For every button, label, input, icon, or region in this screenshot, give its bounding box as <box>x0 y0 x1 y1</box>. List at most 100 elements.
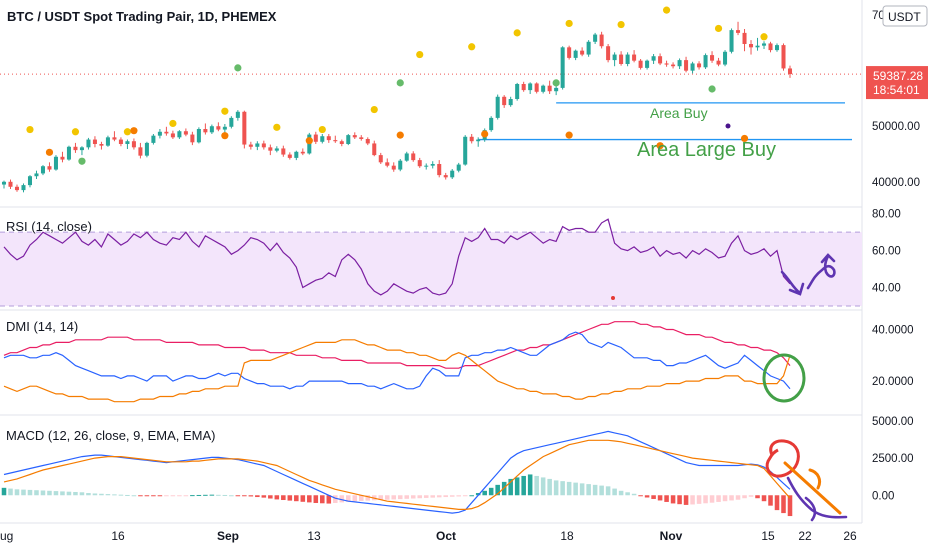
candle-body <box>255 143 260 147</box>
candle-body <box>787 68 793 75</box>
macd-bar <box>209 494 215 496</box>
macd-bar <box>618 490 624 496</box>
candle-body <box>138 147 143 156</box>
macd-bar <box>729 495 734 501</box>
time-tick-label[interactable]: ug <box>0 529 13 543</box>
candle-body <box>638 60 643 68</box>
macd-bar <box>190 495 195 497</box>
time-tick-label[interactable]: Sep <box>217 529 239 543</box>
dmi-pane-title: DMI (14, 14) <box>6 319 78 334</box>
candle-body <box>515 84 520 99</box>
time-tick-label[interactable]: 22 <box>798 529 812 543</box>
macd-bar <box>352 495 358 502</box>
candle-body <box>242 111 247 145</box>
macd-bar <box>436 495 442 498</box>
time-tick-label[interactable]: Nov <box>660 529 683 543</box>
indicator-dot <box>513 29 521 37</box>
macd-bar <box>125 494 130 496</box>
candle-body <box>53 156 58 170</box>
time-tick-label[interactable]: 26 <box>843 529 857 543</box>
macd-bar <box>34 490 39 496</box>
macd-bar <box>579 483 585 496</box>
indicator-dot <box>656 142 664 150</box>
candle-body <box>411 153 416 161</box>
time-tick-label[interactable]: 13 <box>307 529 321 543</box>
indicator-dot <box>45 148 54 156</box>
currency-label[interactable]: USDT <box>888 10 921 24</box>
macd-bar <box>696 495 702 504</box>
candle-body <box>359 137 364 139</box>
indicator-dot <box>396 131 404 139</box>
candle-body <box>586 41 591 55</box>
adx-line <box>3 321 791 369</box>
candle-body <box>521 84 526 91</box>
indicator-dot <box>234 64 242 72</box>
time-tick-label[interactable]: Oct <box>436 529 456 543</box>
macd-bar <box>326 495 332 504</box>
macd-bar <box>73 491 78 496</box>
candle-body <box>261 143 266 148</box>
macd-bar <box>144 495 150 497</box>
macd-bar <box>475 493 481 496</box>
macd-bar <box>540 477 546 496</box>
macd-bar <box>781 495 786 514</box>
macd-bar <box>462 495 468 497</box>
candle-body <box>768 43 773 51</box>
indicator-dot <box>71 128 80 136</box>
candle-body <box>456 164 461 171</box>
candle-body <box>177 131 182 138</box>
candle-body <box>593 34 598 42</box>
macd-bar <box>242 495 247 497</box>
candle-body <box>755 45 760 48</box>
macd-bar <box>423 495 429 498</box>
candle-body <box>625 54 630 64</box>
macd-bar <box>112 494 117 496</box>
macd-bar <box>456 495 461 497</box>
annotation-arrow-up <box>806 253 836 290</box>
candle-body <box>619 54 624 64</box>
macd-bar <box>365 495 371 501</box>
candle-body <box>339 141 344 144</box>
indicator-dot <box>130 127 138 135</box>
annotation-circle-red <box>765 439 800 478</box>
time-tick-label[interactable]: 18 <box>560 529 574 543</box>
macd-bar <box>79 492 85 496</box>
candle-body <box>736 30 741 33</box>
candle-body <box>528 83 533 91</box>
macd-bar <box>8 488 13 496</box>
time-axis[interactable]: ug 16 Sep 13 Oct 18 Nov 15 22 26 <box>0 529 857 543</box>
candle-body <box>1 181 7 185</box>
indicator-dot <box>26 125 34 134</box>
candle-body <box>424 165 429 167</box>
candle-body <box>183 131 188 135</box>
rsi-line <box>3 218 791 296</box>
candle-body <box>268 147 273 151</box>
countdown-label: 18:54:01 <box>873 83 920 97</box>
time-tick-label[interactable]: 16 <box>111 529 125 543</box>
candle-body <box>729 30 734 52</box>
candle-body <box>690 63 695 71</box>
candle-body <box>599 34 604 47</box>
candle-body <box>489 117 494 131</box>
candle-body <box>580 50 585 55</box>
candle-body <box>151 135 156 143</box>
candle-body <box>281 148 286 155</box>
candle-body <box>443 175 448 178</box>
macd-bar <box>183 495 189 497</box>
time-tick-label[interactable]: 15 <box>761 529 775 543</box>
macd-bar <box>222 494 228 496</box>
macd-bar <box>670 495 676 504</box>
currency-badge[interactable] <box>882 5 928 27</box>
macd-bar <box>307 495 312 503</box>
macd-bar <box>294 495 299 502</box>
macd-bar <box>651 495 656 499</box>
macd-tick-label: 0.00 <box>872 490 894 502</box>
annotation-arrow-orange <box>783 461 842 515</box>
candle-body <box>716 60 721 65</box>
macd-bar <box>255 495 260 498</box>
candle-body <box>222 126 227 130</box>
indicator-dot <box>662 6 671 14</box>
macd-bar <box>722 495 728 502</box>
candle-body <box>651 56 656 61</box>
candle-body <box>14 186 20 191</box>
